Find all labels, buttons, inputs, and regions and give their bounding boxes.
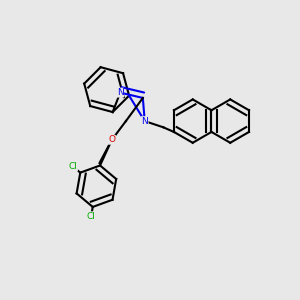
Text: Cl: Cl [69,162,77,171]
Text: O: O [108,135,116,144]
Text: Cl: Cl [87,212,95,221]
Text: N: N [117,88,124,97]
Text: N: N [141,117,148,126]
